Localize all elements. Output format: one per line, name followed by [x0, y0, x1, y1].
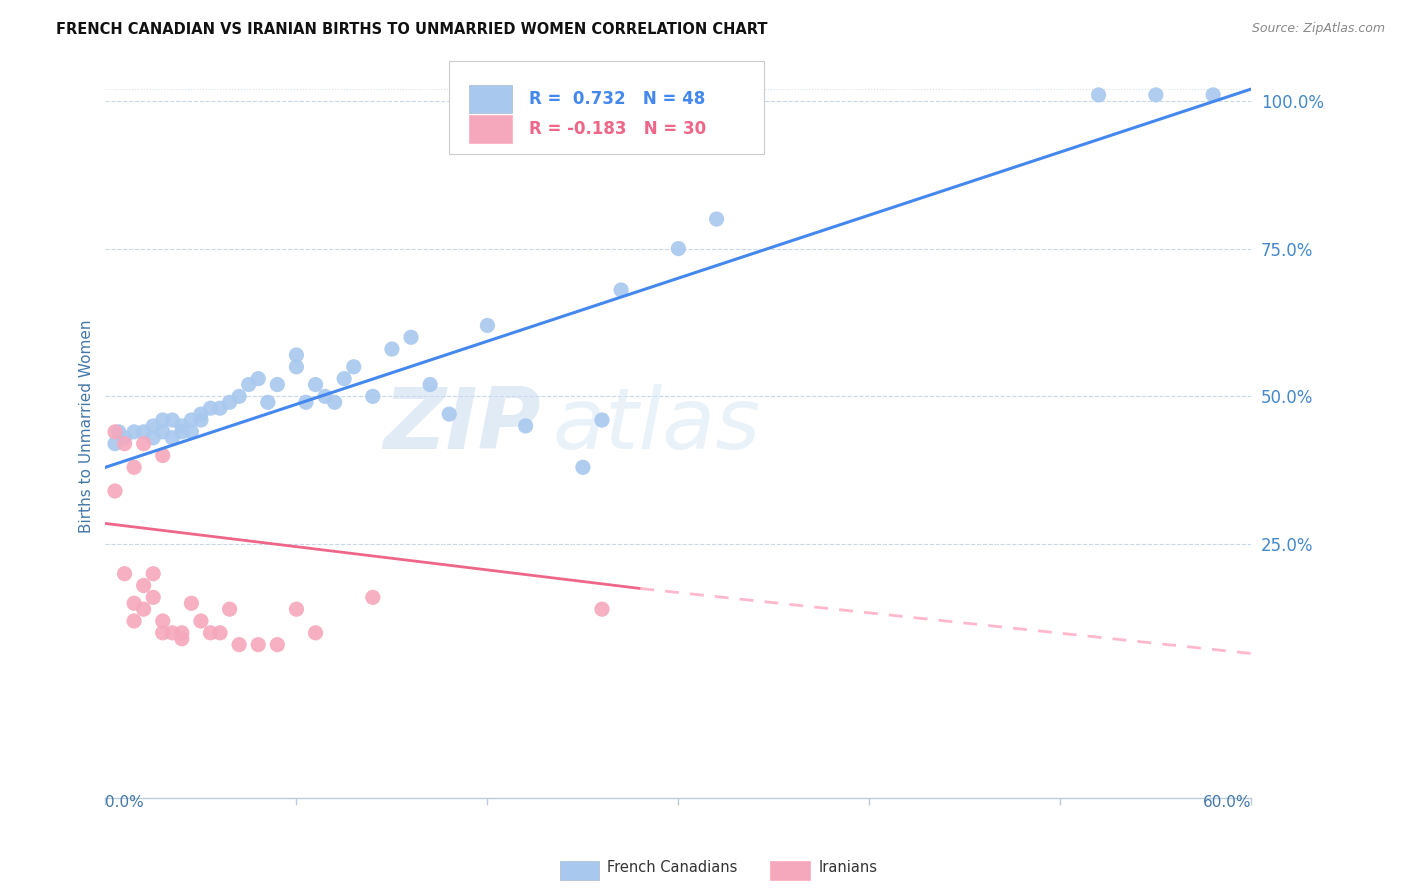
Text: ZIP: ZIP: [384, 384, 541, 467]
Point: [285, 359, 308, 374]
Point: [122, 425, 145, 439]
Point: [323, 395, 346, 409]
Point: [152, 425, 174, 439]
Point: [122, 614, 145, 628]
Point: [209, 625, 232, 640]
Point: [256, 395, 278, 409]
Point: [170, 425, 193, 439]
Point: [162, 413, 184, 427]
Point: [142, 431, 165, 445]
Point: [439, 407, 461, 421]
Text: Iranians: Iranians: [818, 860, 877, 874]
Point: [152, 449, 174, 463]
Point: [285, 348, 308, 362]
Point: [218, 602, 240, 616]
Point: [190, 413, 212, 427]
Point: [190, 614, 212, 628]
Point: [132, 602, 155, 616]
Text: R = -0.183   N = 30: R = -0.183 N = 30: [530, 120, 707, 137]
Point: [1144, 87, 1167, 102]
Point: [132, 436, 155, 450]
Y-axis label: Births to Unmarried Women: Births to Unmarried Women: [79, 319, 94, 533]
Text: atlas: atlas: [553, 384, 761, 467]
Point: [238, 377, 260, 392]
Point: [104, 483, 127, 498]
Point: [142, 591, 165, 605]
Point: [610, 283, 633, 297]
Point: [218, 395, 240, 409]
Point: [343, 359, 366, 374]
Point: [170, 625, 193, 640]
Point: [104, 425, 127, 439]
Point: [142, 419, 165, 434]
Text: FRENCH CANADIAN VS IRANIAN BIRTHS TO UNMARRIED WOMEN CORRELATION CHART: FRENCH CANADIAN VS IRANIAN BIRTHS TO UNM…: [56, 22, 768, 37]
Point: [200, 625, 222, 640]
Point: [162, 625, 184, 640]
Point: [285, 602, 308, 616]
Point: [247, 371, 270, 385]
Point: [170, 632, 193, 646]
Point: [180, 596, 202, 610]
Point: [228, 389, 250, 403]
FancyBboxPatch shape: [450, 61, 765, 154]
Bar: [468, 114, 512, 143]
Point: [381, 342, 404, 356]
Point: [304, 625, 326, 640]
Point: [419, 377, 441, 392]
Point: [114, 431, 136, 445]
Point: [1202, 87, 1225, 102]
Point: [477, 318, 499, 333]
Text: French Canadians: French Canadians: [607, 860, 738, 874]
Point: [209, 401, 232, 416]
Point: [152, 614, 174, 628]
Point: [180, 425, 202, 439]
Point: [132, 578, 155, 592]
Text: R =  0.732   N = 48: R = 0.732 N = 48: [530, 90, 706, 108]
Point: [591, 602, 613, 616]
Bar: [468, 85, 512, 113]
Point: [591, 413, 613, 427]
Point: [142, 566, 165, 581]
Point: [266, 377, 288, 392]
Point: [399, 330, 422, 344]
Point: [104, 436, 127, 450]
Point: [190, 407, 212, 421]
Point: [114, 566, 136, 581]
Point: [132, 425, 155, 439]
Point: [361, 591, 384, 605]
Point: [333, 371, 356, 385]
Point: [314, 389, 336, 403]
Point: [122, 596, 145, 610]
Point: [295, 395, 318, 409]
Point: [706, 212, 728, 227]
Point: [361, 389, 384, 403]
Point: [666, 242, 689, 256]
Text: 60.0%: 60.0%: [1204, 796, 1251, 811]
Text: Source: ZipAtlas.com: Source: ZipAtlas.com: [1251, 22, 1385, 36]
Point: [200, 401, 222, 416]
Text: 0.0%: 0.0%: [105, 796, 145, 811]
Point: [152, 413, 174, 427]
Point: [515, 419, 537, 434]
Point: [180, 413, 202, 427]
Point: [266, 638, 288, 652]
Point: [122, 460, 145, 475]
Point: [304, 377, 326, 392]
Point: [152, 625, 174, 640]
Point: [247, 638, 270, 652]
Point: [228, 638, 250, 652]
Point: [162, 431, 184, 445]
Point: [572, 460, 595, 475]
Point: [108, 425, 131, 439]
Point: [1087, 87, 1109, 102]
Point: [170, 419, 193, 434]
Point: [114, 436, 136, 450]
